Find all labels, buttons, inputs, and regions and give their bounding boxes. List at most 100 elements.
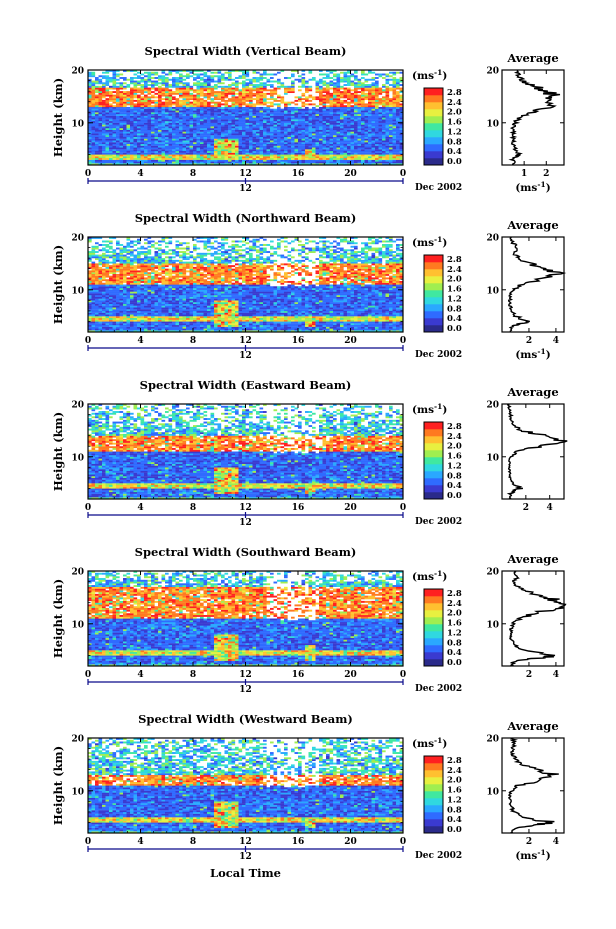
colorbar-tick-label: 0.0 [447, 491, 462, 501]
colorbar-tick-label: 0.4 [447, 648, 462, 658]
average-y-tick-label: 20 [486, 67, 499, 77]
colorbar-swatch [424, 325, 443, 333]
colorbar-swatch [424, 158, 443, 166]
colorbar-tick-label: 2.8 [447, 589, 462, 599]
average-frame [501, 236, 565, 333]
average-y-tick-label: 10 [486, 787, 499, 797]
x-tick-label: 0 [400, 169, 406, 179]
average-unit: (ms-1) [515, 347, 550, 361]
colorbar-tick-label: 1.6 [447, 285, 462, 295]
colorbar-swatch [424, 429, 443, 437]
colorbar-swatch [424, 610, 443, 618]
colorbar-unit: (ms-1) [412, 235, 447, 249]
colorbar-swatch [424, 283, 443, 291]
panel-4: Spectral Width (Southward Beam)0 4 8 12 16 20… [51, 545, 567, 695]
average-profile-line [508, 70, 561, 166]
colorbar-swatch [424, 422, 443, 430]
x-tick-label: 0 [85, 336, 91, 346]
colorbar-swatch [424, 492, 443, 500]
colorbar-swatch [424, 144, 443, 152]
colorbar-tick-label: 1.2 [447, 461, 462, 471]
x-tick-label: 8 [190, 336, 196, 346]
average-profile: Average 20 10 2 4 [486, 552, 567, 680]
heatmap-plot [88, 237, 404, 333]
panel-5: Spectral Width (Westward Beam)0 4 8 12 16 20 0… [51, 712, 565, 862]
average-profile-line [506, 403, 568, 500]
colorbar-tick-label: 2.8 [447, 422, 462, 432]
average-x-tick-label: 2 [543, 169, 549, 179]
x-tick-label: 16 [292, 837, 305, 847]
colorbar-tick-label: 1.6 [447, 786, 462, 796]
colorbar-swatch [424, 297, 443, 305]
date-label: Dec 2002 [415, 350, 462, 360]
colorbar-swatch [424, 652, 443, 660]
colorbar-swatch [424, 457, 443, 465]
x-tick-label: 8 [190, 670, 196, 680]
colorbar-swatch [424, 304, 443, 312]
average-title: Average [506, 719, 558, 733]
colorbar-tick-label: 0.0 [447, 658, 462, 668]
colorbar-swatch [424, 659, 443, 667]
average-frame [501, 570, 565, 667]
colorbar-tick-label: 2.0 [447, 108, 462, 118]
colorbar-tick-label: 2.8 [447, 255, 462, 265]
x-tick-label: 4 [137, 503, 143, 513]
x-tick-label: 12 [239, 336, 252, 346]
average-y-tick-label: 10 [486, 453, 499, 463]
colorbar: (ms-1)2.82.42.01.61.20.80.40.0 [412, 736, 462, 835]
x-tick-label: 12 [239, 169, 252, 179]
panel-2: Spectral Width (Northward Beam)0 4 8 12 16 20… [51, 211, 567, 361]
colorbar-tick-label: 1.6 [447, 619, 462, 629]
panel-title: Spectral Width (Southward Beam) [135, 545, 357, 559]
colorbar-swatch [424, 777, 443, 785]
y-tick-label: 10 [71, 787, 84, 797]
colorbar-swatch [424, 130, 443, 138]
colorbar-tick-label: 2.4 [447, 766, 462, 776]
y-tick-label: 20 [71, 67, 84, 77]
colorbar: (ms-1)2.82.42.01.61.20.80.40.0 [412, 569, 462, 668]
colorbar-tick-label: 2.4 [447, 599, 462, 609]
average-y-tick-label: 20 [486, 568, 499, 578]
x-tick-label: 20 [344, 503, 357, 513]
colorbar-swatch [424, 269, 443, 277]
x-tick-label: 0 [85, 503, 91, 513]
y-axis-label: Height (km) [51, 412, 65, 491]
date-label: Dec 2002 [415, 517, 462, 527]
colorbar-tick-label: 2.0 [447, 776, 462, 786]
colorbar-swatch [424, 826, 443, 834]
colorbar-swatch [424, 137, 443, 145]
average-y-tick-label: 20 [486, 234, 499, 244]
colorbar-swatch [424, 763, 443, 771]
average-y-tick-label: 20 [486, 401, 499, 411]
y-tick-label: 20 [71, 401, 84, 411]
average-frame [501, 403, 565, 500]
panel-title: Spectral Width (Westward Beam) [138, 712, 353, 726]
y-tick-label: 20 [71, 234, 84, 244]
date-label: Dec 2002 [415, 851, 462, 861]
colorbar-tick-label: 2.0 [447, 275, 462, 285]
average-y-tick-label: 10 [486, 119, 499, 129]
x-tick-label: 4 [137, 169, 143, 179]
colorbar-swatch [424, 290, 443, 298]
y-axis-label: Height (km) [51, 579, 65, 658]
colorbar-unit: (ms-1) [412, 736, 447, 750]
panel-1: Spectral Width (Vertical Beam)0 4 8 12 16 20 0… [51, 44, 565, 194]
colorbar-tick-label: 0.8 [447, 638, 462, 648]
x-tick-label: 4 [137, 336, 143, 346]
x-tick-label: 12 [239, 503, 252, 513]
x-tick-label: 16 [292, 336, 305, 346]
colorbar-swatch [424, 478, 443, 486]
x-tick-label: 8 [190, 503, 196, 513]
x-tick-label: 20 [344, 670, 357, 680]
colorbar-swatch [424, 116, 443, 124]
average-profile-line [507, 737, 559, 834]
average-x-tick-label: 4 [553, 670, 559, 680]
colorbar-tick-label: 0.0 [447, 825, 462, 835]
colorbar-tick-label: 2.0 [447, 609, 462, 619]
average-x-tick-label: 4 [553, 336, 559, 346]
x-tick-label: 16 [292, 503, 305, 513]
date-label: Dec 2002 [415, 684, 462, 694]
colorbar-swatch [424, 798, 443, 806]
colorbar-tick-label: 0.0 [447, 157, 462, 167]
colorbar-swatch [424, 95, 443, 103]
